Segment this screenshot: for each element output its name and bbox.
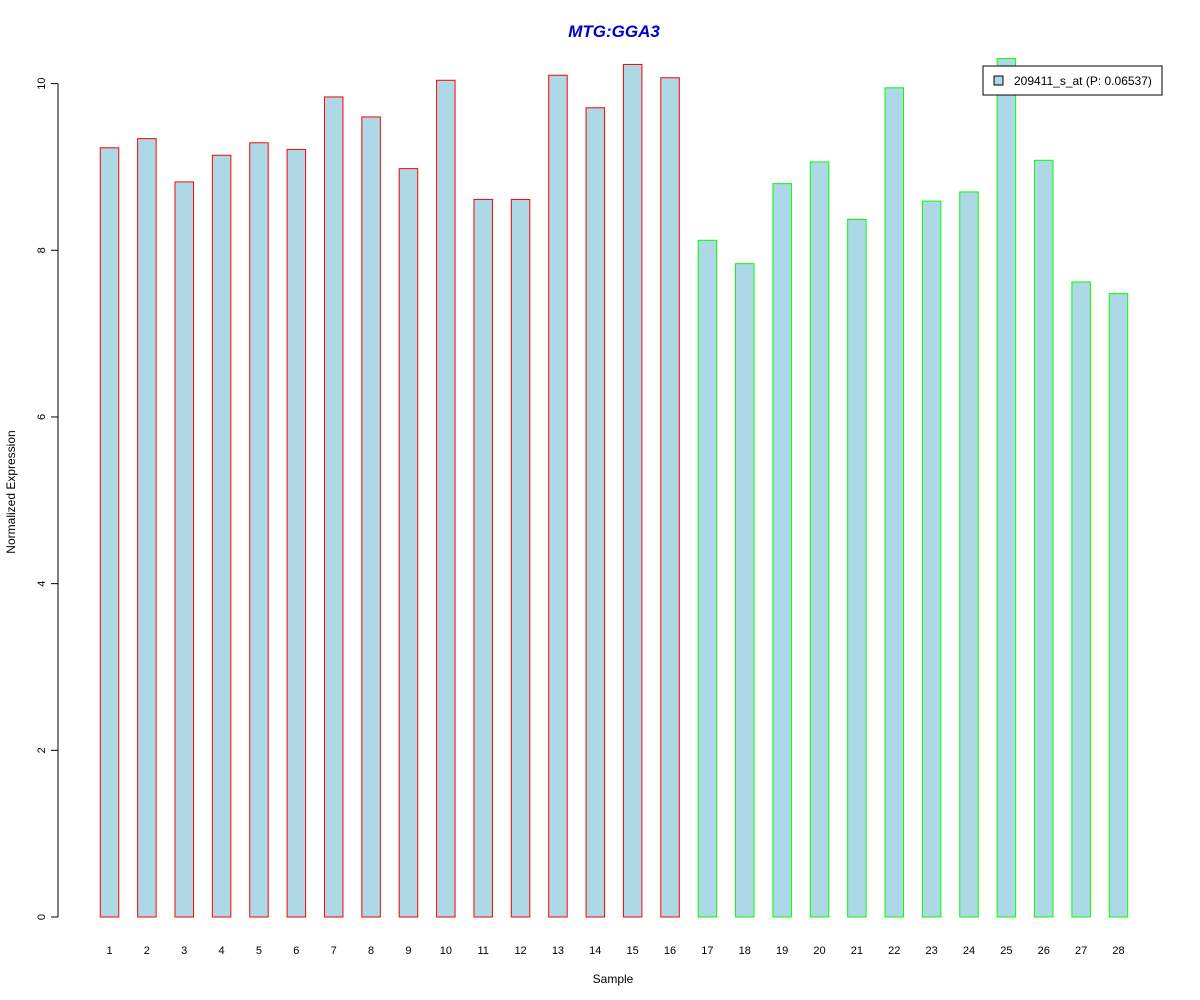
- bar-sample-22: [884, 87, 905, 918]
- x-tick-label: 1: [106, 945, 112, 957]
- y-tick-label: 10: [36, 77, 48, 89]
- bar-sample-25: [996, 58, 1017, 918]
- x-tick-labels: 1 2 3 4 5 6 7 8 9 10 11 12 13 14 15 16 17 18 19 20 21 22 23 24 2…: [106, 945, 1124, 957]
- x-tick-label: 6: [293, 945, 299, 957]
- bar-sample-12: [510, 198, 531, 918]
- x-tick-label: 16: [664, 945, 676, 957]
- y-axis: 0 2 4 6 8 10: [36, 77, 59, 920]
- y-tick-label: 8: [36, 247, 48, 253]
- x-tick-label: 27: [1075, 945, 1087, 957]
- bar-sample-6: [286, 148, 307, 918]
- bar-sample-7: [323, 96, 344, 918]
- x-tick-label: 12: [514, 945, 526, 957]
- bar-sample-28: [1108, 293, 1129, 918]
- bar-sample-4: [211, 154, 232, 918]
- bar-sample-10: [436, 79, 456, 918]
- bar-sample-19: [772, 183, 792, 918]
- x-tick-label: 11: [477, 945, 488, 957]
- x-tick-label: 20: [813, 945, 825, 957]
- bar-sample-21: [847, 218, 867, 918]
- x-tick-label: 8: [368, 945, 374, 957]
- bar-sample-9: [398, 168, 419, 918]
- x-tick-label: 18: [739, 945, 751, 957]
- x-tick-label: 3: [181, 945, 187, 957]
- bar-sample-3: [174, 181, 194, 918]
- y-tick-label: 2: [36, 747, 48, 753]
- x-tick-label: 14: [589, 945, 601, 957]
- legend: 209411_s_at (P: 0.06537): [982, 65, 1163, 96]
- chart-title: MTG:GGA3: [568, 22, 660, 41]
- x-axis-label: Sample: [593, 972, 634, 986]
- x-tick-label: 23: [926, 945, 938, 957]
- legend-swatch: [993, 75, 1004, 86]
- legend-label: 209411_s_at (P: 0.06537): [1014, 74, 1152, 88]
- bar-sample-13: [548, 74, 568, 918]
- x-tick-label: 4: [219, 945, 225, 957]
- legend-box: [982, 65, 1163, 96]
- x-tick-label: 7: [331, 945, 337, 957]
- x-tick-label: 15: [627, 945, 639, 957]
- bar-sample-16: [660, 77, 680, 918]
- bar-sample-8: [361, 116, 381, 918]
- bar-sample-24: [959, 191, 979, 918]
- x-tick-label: 25: [1000, 945, 1012, 957]
- x-tick-label: 17: [701, 945, 713, 957]
- bar-sample-15: [622, 63, 643, 918]
- bar-sample-14: [585, 107, 606, 918]
- bar-sample-23: [921, 200, 942, 918]
- bar-sample-1: [99, 147, 120, 918]
- bar-sample-26: [1034, 159, 1054, 918]
- x-tick-label: 22: [888, 945, 900, 957]
- y-tick-label: 6: [36, 414, 48, 420]
- bar-sample-27: [1071, 281, 1091, 918]
- y-tick-label: 0: [36, 914, 48, 920]
- x-tick-label: 5: [256, 945, 262, 957]
- x-tick-label: 2: [144, 945, 150, 957]
- bar-sample-18: [735, 263, 755, 918]
- x-tick-label: 28: [1112, 945, 1124, 957]
- x-tick-label: 10: [440, 945, 452, 957]
- bar-sample-20: [809, 161, 830, 918]
- y-axis-label: Normalized Expression: [4, 430, 18, 553]
- x-tick-label: 19: [776, 945, 788, 957]
- x-tick-label: 26: [1038, 945, 1050, 957]
- bar-sample-2: [137, 138, 157, 918]
- bar-sample-17: [697, 239, 718, 918]
- x-tick-label: 13: [552, 945, 564, 957]
- x-tick-label: 9: [405, 945, 411, 957]
- bar-sample-11: [473, 198, 493, 918]
- bar-sample-5: [249, 142, 269, 918]
- y-tick-label: 4: [36, 581, 48, 587]
- bars: [99, 58, 1129, 918]
- x-tick-label: 24: [963, 945, 975, 957]
- x-tick-label: 21: [851, 945, 863, 957]
